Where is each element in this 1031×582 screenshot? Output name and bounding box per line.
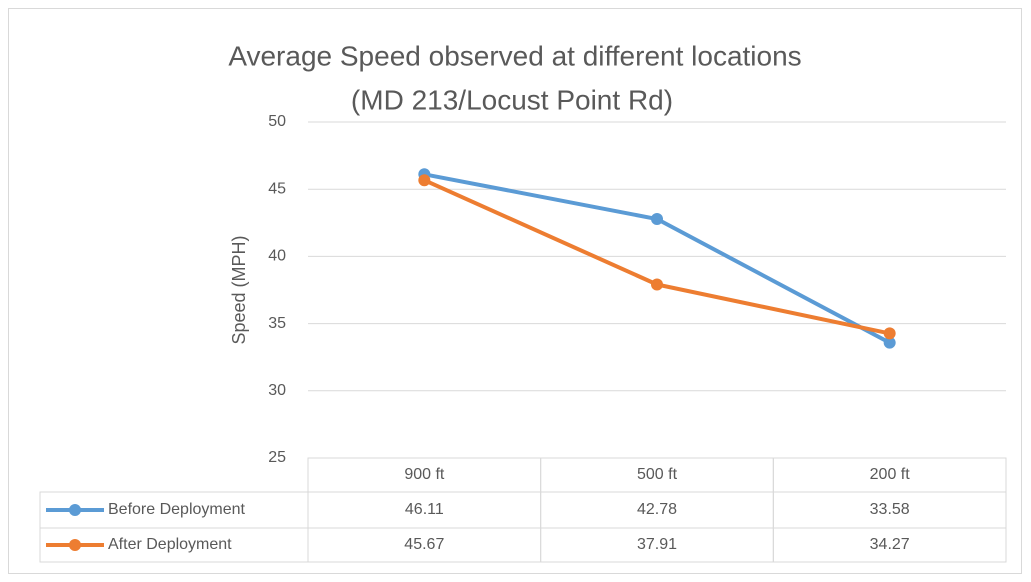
y-tick-label: 35: [268, 315, 286, 332]
y-tick-label: 45: [268, 180, 286, 197]
data-point: [883, 336, 896, 349]
legend-marker: [69, 539, 81, 551]
table-value: 46.11: [405, 501, 444, 518]
data-point: [651, 213, 663, 226]
y-tick-label: 30: [268, 382, 286, 399]
data-point: [883, 327, 896, 340]
table-value: 34.27: [870, 536, 910, 553]
chart-subtitle: (MD 213/Locust Point Rd): [351, 84, 673, 115]
table-value: 37.91: [637, 536, 677, 553]
y-axis-label: Speed (MPH): [229, 235, 249, 344]
x-tick-label: 900 ft: [404, 466, 445, 483]
chart-border: [8, 8, 1022, 574]
y-tick-label: 50: [268, 113, 286, 130]
data-point: [651, 278, 663, 291]
x-tick-label: 500 ft: [637, 466, 678, 483]
legend-label: After Deployment: [108, 536, 232, 553]
table-cell: [772, 527, 1007, 563]
legend-marker: [69, 504, 81, 516]
legend-label: Before Deployment: [108, 501, 246, 518]
x-tick-label: 200 ft: [870, 466, 911, 483]
table-value: 42.78: [637, 501, 677, 518]
chart-title: Average Speed observed at different loca…: [228, 40, 801, 71]
data-point: [418, 174, 431, 187]
table-value: 33.58: [870, 501, 910, 518]
y-tick-label: 25: [268, 449, 286, 466]
y-tick-label: 40: [268, 248, 286, 265]
table-value: 45.67: [404, 536, 444, 553]
